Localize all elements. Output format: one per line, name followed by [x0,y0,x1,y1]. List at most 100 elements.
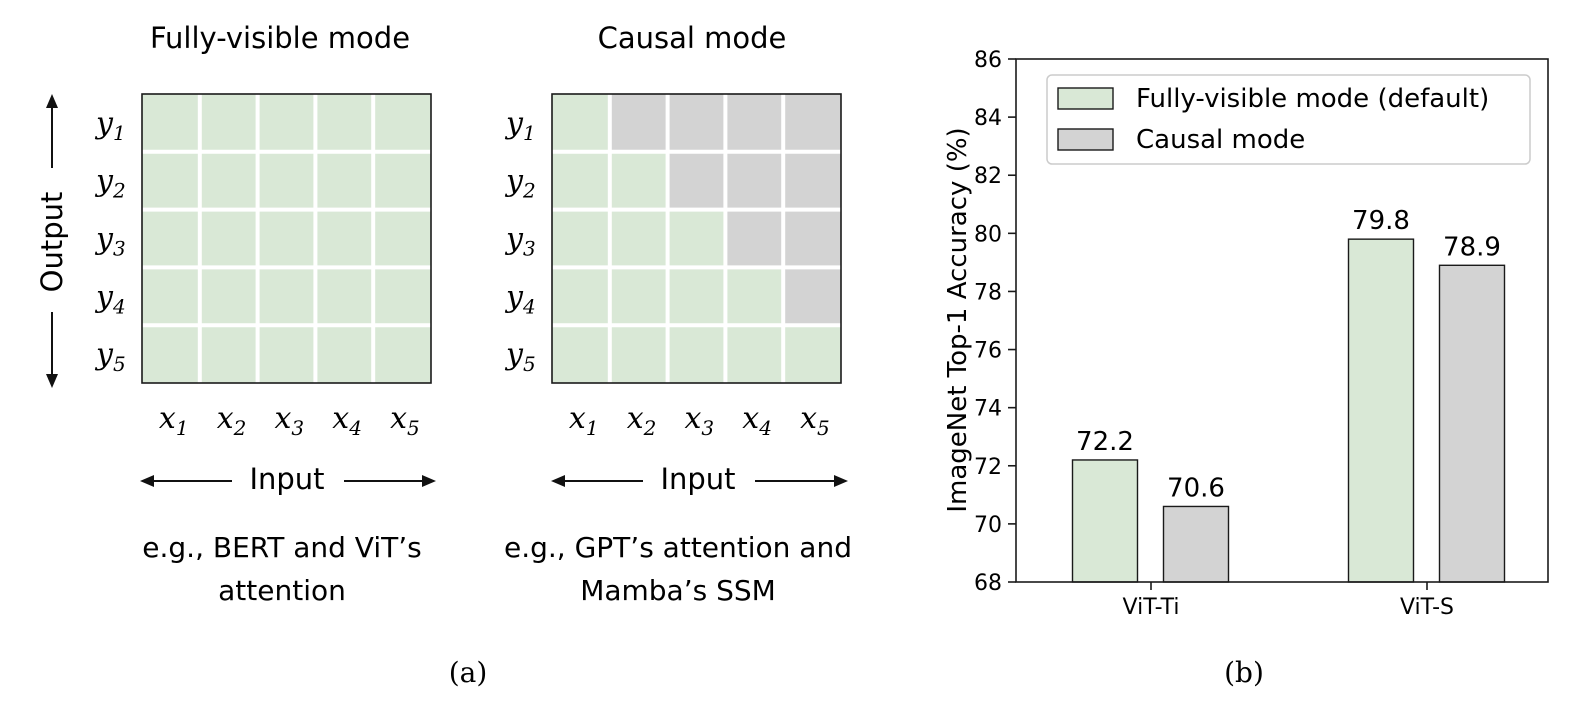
causal-description-line1: e.g., GPT’s attention and [504,531,852,564]
causal-cell-3-3 [667,209,726,268]
fully-visible-cell-4-4 [315,267,374,326]
y-tick-label: 84 [974,106,1002,131]
input-axis-label-right: Input [660,462,735,496]
bar-value-label: 78.9 [1443,232,1501,262]
fully-visible-cell-1-4 [315,94,374,152]
input-axis-right: Input [551,462,848,496]
causal-col-label: x3 [685,401,715,440]
causal-cell-2-2 [609,151,668,210]
fully-visible-cell-2-5 [373,151,431,210]
x-tick-label: ViT-Ti [1123,595,1180,620]
bar-vit-s-causal [1438,264,1506,583]
causal-cell-4-3 [667,267,726,326]
fully-visible-grid-border [141,93,432,384]
fully-visible-cell-4-2 [199,267,258,326]
causal-cell-2-3 [667,151,726,210]
y-axis-ticks: 68 70 72 74 76 78 80 82 84 86 [974,48,1016,596]
fully-visible-col-label: x2 [217,401,247,440]
causal-cell-2-5 [783,151,841,210]
y-tick-label: 72 [974,455,1002,480]
causal-row-label: y5 [504,337,536,376]
fully-visible-cell-3-1 [142,209,200,268]
causal-row-label: y4 [504,279,536,318]
fully-visible-row-label: y3 [94,222,126,261]
fully-visible-col-label: x5 [390,401,420,440]
fully-visible-cell-4-5 [373,267,431,326]
legend-label-causal: Causal mode [1136,125,1305,155]
output-arrow-up-head [46,94,58,108]
causal-row-label: y2 [504,164,536,203]
plot-frame [1015,58,1549,583]
bar-vit-ti-fully-visible [1071,459,1139,583]
bar-value-label: 79.8 [1352,206,1410,236]
y-axis-label: ImageNet Top-1 Accuracy (%) [943,127,973,512]
fully-visible-title: Fully-visible mode [150,21,410,55]
fully-visible-cell-1-1 [142,94,200,152]
fully-visible-col-label: x4 [332,401,362,440]
causal-col-label: x2 [627,401,657,440]
fully-visible-col-labels: x1 x2 x3 x4 x5 [159,401,420,440]
fully-visible-cell-5-4 [315,325,374,383]
panel-a-fully-visible: Fully-visible mode y1 y2 y3 y4 y5 x1 x2 x3 x4 x5… [35,21,436,607]
fully-visible-cell-3-2 [199,209,258,268]
fully-visible-cell-3-3 [257,209,316,268]
causal-description-line2: Mamba’s SSM [580,574,776,607]
causal-cell-1-2 [609,94,668,152]
fully-visible-col-label: x3 [275,401,305,440]
causal-cell-4-5 [783,267,841,326]
causal-cell-4-2 [609,267,668,326]
fully-visible-col-label: x1 [159,401,189,440]
legend-swatch-fully-visible [1057,87,1114,110]
caption-a: (a) [449,656,488,689]
fully-visible-cell-4-3 [257,267,316,326]
fully-visible-cell-1-5 [373,94,431,152]
causal-row-labels: y1 y2 y3 y4 y5 [504,106,536,376]
bar-vit-s-fully-visible [1347,238,1415,583]
causal-col-labels: x1 x2 x3 x4 x5 [569,401,830,440]
legend: Fully-visible mode (default) Causal mode [1046,74,1531,165]
causal-cell-3-2 [609,209,668,268]
causal-cell-3-1 [552,209,610,268]
y-tick-label: 74 [974,397,1002,422]
bar-vit-ti-causal [1162,505,1230,583]
causal-cell-1-1 [552,94,610,152]
causal-col-label: x1 [569,401,599,440]
input-arrow-right-head [422,475,436,487]
output-axis: Output [35,94,69,388]
causal-cell-4-4 [725,267,784,326]
fully-visible-cell-1-3 [257,94,316,152]
output-axis-label: Output [35,192,69,293]
bars [1071,238,1506,583]
causal-title: Causal mode [598,21,787,55]
fully-visible-row-label: y4 [94,279,126,318]
bar-value-labels: 72.2 79.8 70.6 78.9 [1076,206,1501,503]
input-arrow-left-head [551,475,565,487]
caption-b: (b) [1224,656,1264,689]
fully-visible-description-line2: attention [218,574,346,607]
causal-mask-grid [551,93,842,384]
y-tick-label: 76 [974,339,1002,364]
y-tick-label: 70 [974,513,1002,538]
causal-cell-3-4 [725,209,784,268]
causal-cell-5-4 [725,325,784,383]
legend-label-fully-visible: Fully-visible mode (default) [1136,84,1489,114]
legend-box [1046,74,1531,165]
fully-visible-cell-5-1 [142,325,200,383]
y-tick-label: 80 [974,222,1002,247]
y-tick-label: 68 [974,571,1002,596]
input-axis-left: Input [140,462,436,496]
fully-visible-cell-4-1 [142,267,200,326]
legend-swatch-causal [1057,128,1114,151]
bar-value-label: 70.6 [1167,473,1225,503]
fully-visible-cell-5-2 [199,325,258,383]
fully-visible-row-label: y1 [94,106,126,145]
fully-visible-cell-3-4 [315,209,374,268]
causal-cell-1-3 [667,94,726,152]
fully-visible-cell-3-5 [373,209,431,268]
fully-visible-row-label: y2 [94,164,126,203]
input-arrow-right-head [834,475,848,487]
causal-cell-1-5 [783,94,841,152]
input-axis-label-left: Input [249,462,324,496]
x-axis-ticks: ViT-Ti ViT-S [1123,582,1454,620]
